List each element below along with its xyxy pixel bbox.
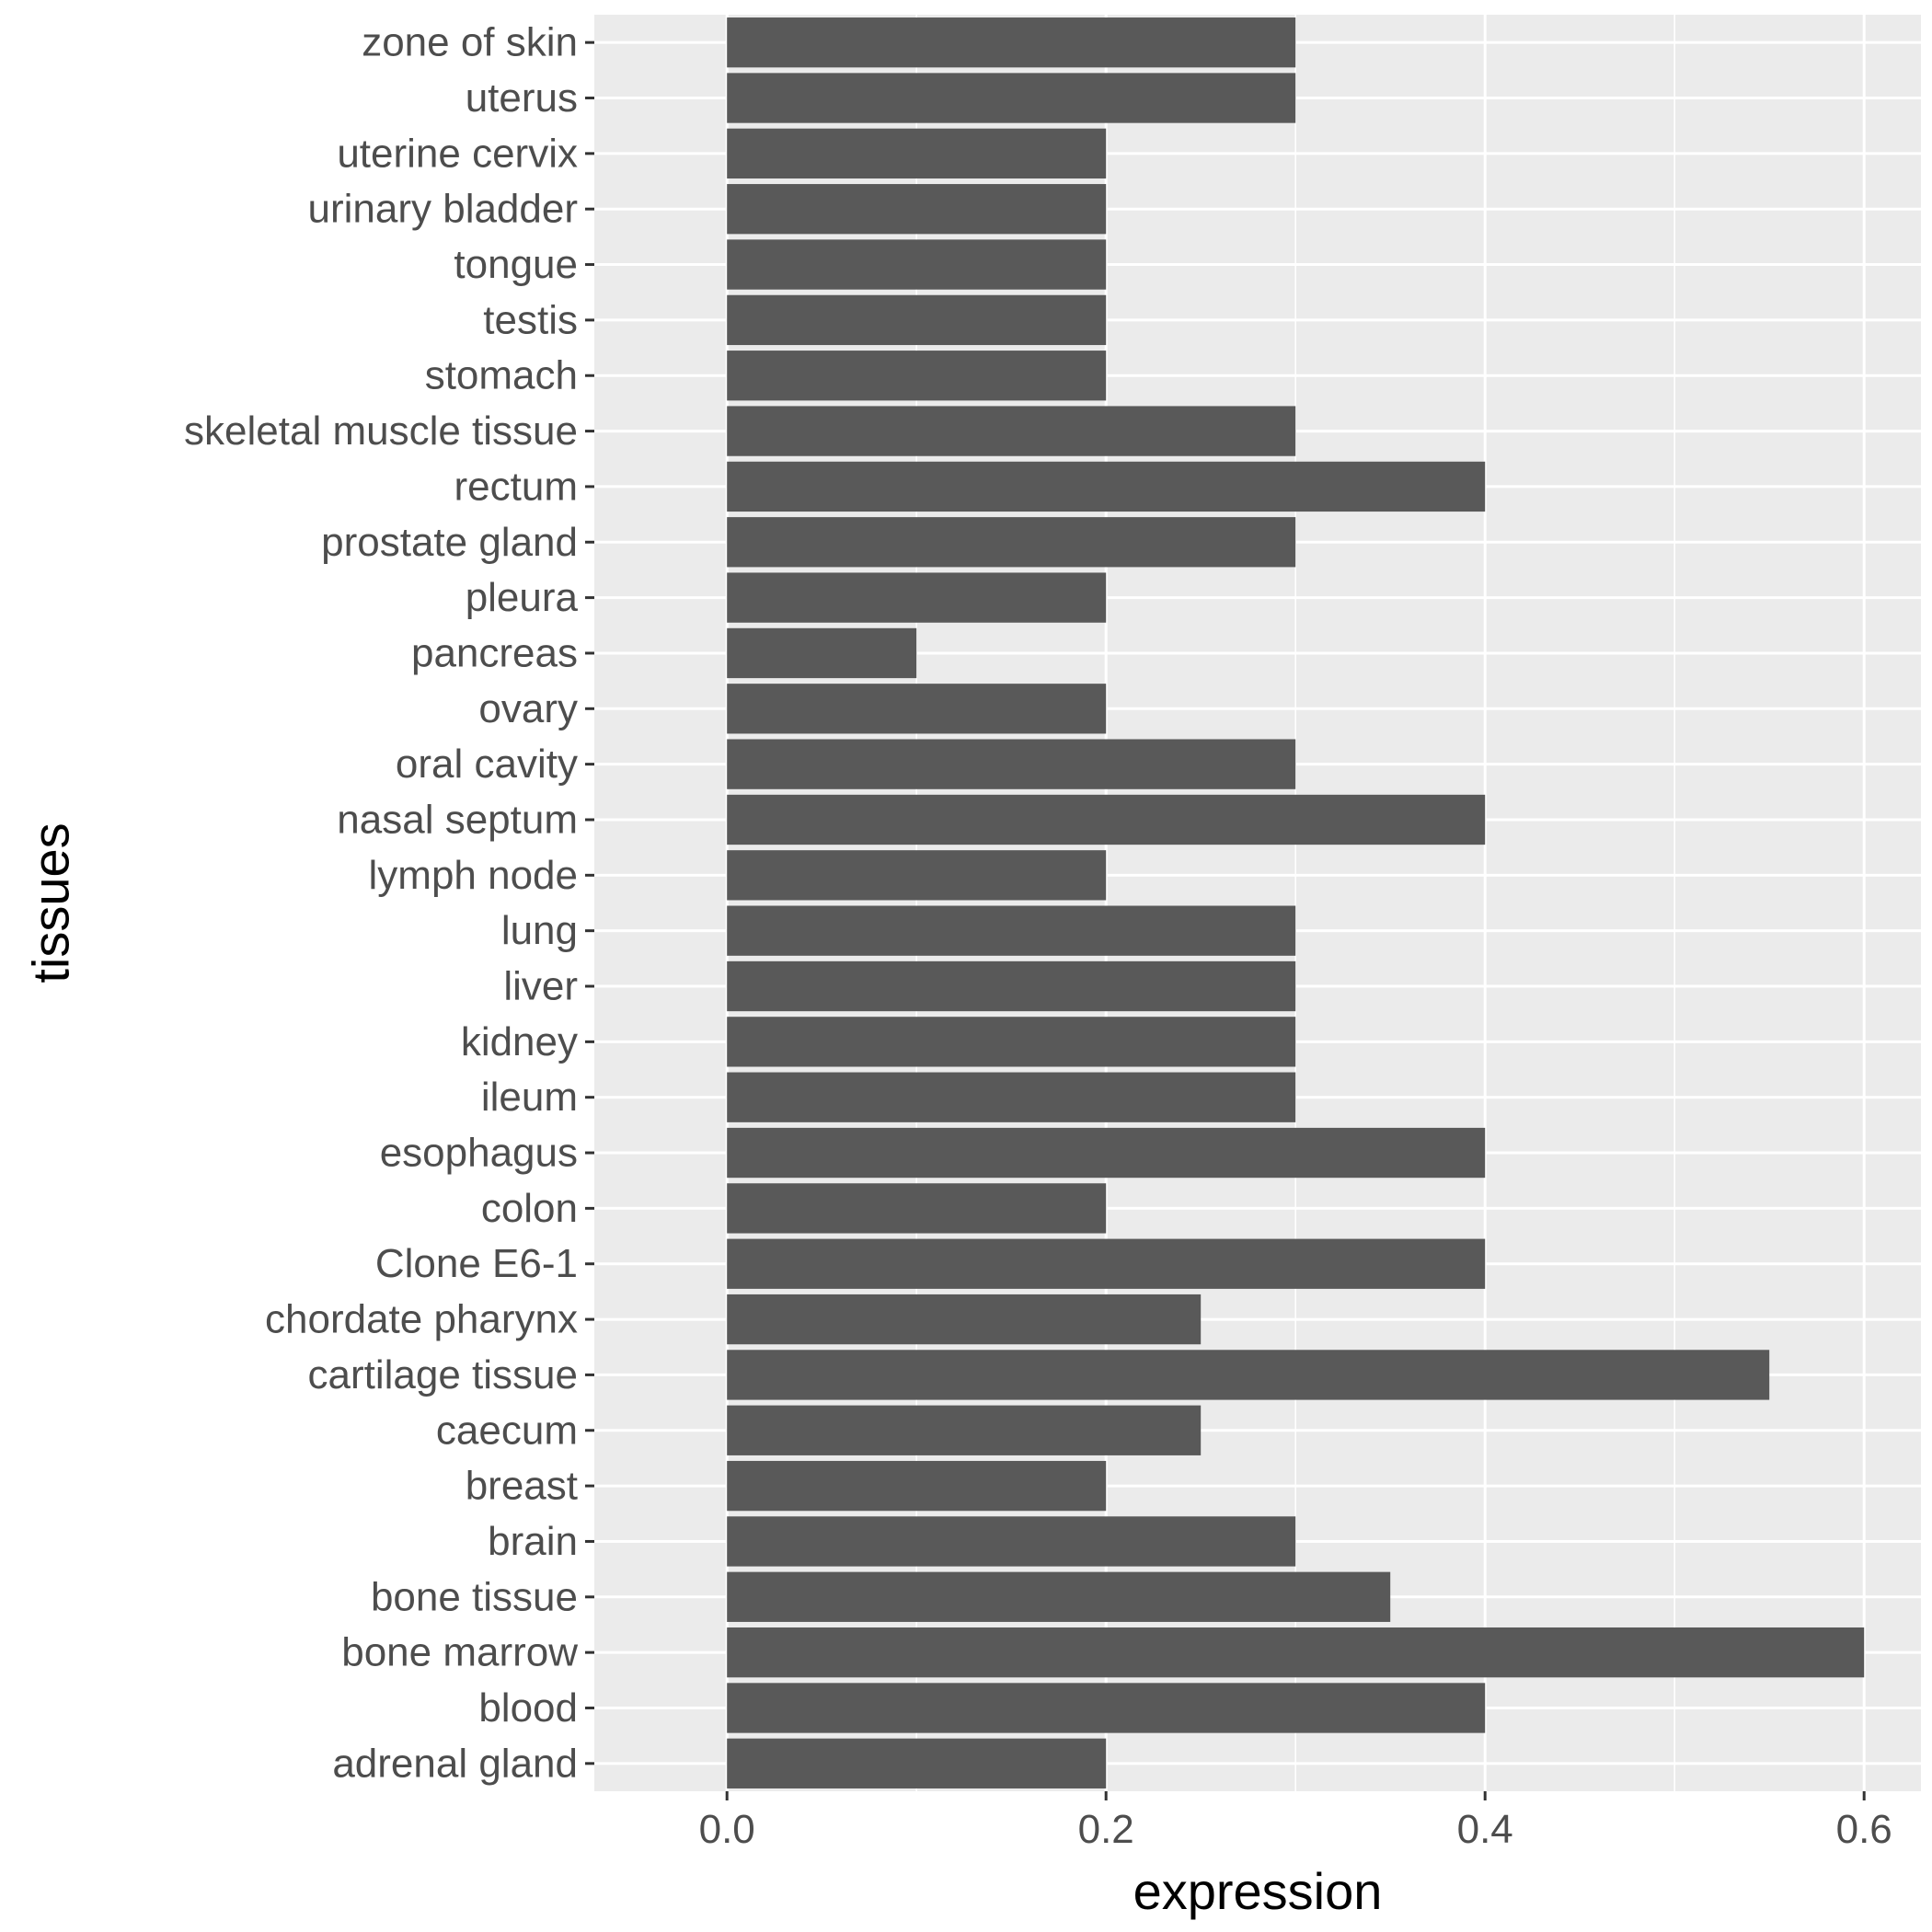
- y-tick-label: skeletal muscle tissue: [184, 408, 578, 454]
- bar-urinary-bladder: [727, 184, 1107, 235]
- y-tick-label: zone of skin: [362, 20, 578, 65]
- bar-uterus: [727, 73, 1296, 123]
- bar-rectum: [727, 461, 1486, 512]
- bar-chordate-pharynx: [727, 1294, 1202, 1345]
- bar-tongue: [727, 239, 1107, 290]
- bar-colon: [727, 1183, 1107, 1234]
- y-tick-label: oral cavity: [396, 742, 578, 787]
- bar-ileum: [727, 1072, 1296, 1122]
- bar-liver: [727, 960, 1296, 1012]
- bar-skeletal-muscle-tissue: [727, 406, 1296, 456]
- bar-kidney: [727, 1017, 1296, 1067]
- x-axis-title: expression: [1133, 1862, 1383, 1920]
- bar-lung: [727, 905, 1296, 956]
- bar-oral-cavity: [727, 739, 1296, 789]
- bar-pleura: [727, 572, 1107, 623]
- y-tick-label: pleura: [466, 575, 579, 620]
- bar-uterine-cervix: [727, 128, 1107, 179]
- y-axis-title: tissues: [22, 822, 80, 983]
- y-tick-label: chordate pharynx: [265, 1297, 578, 1342]
- x-tick-label: 0.0: [699, 1807, 755, 1852]
- bar-adrenal-gland: [727, 1738, 1107, 1788]
- bar-clone-e6-1: [727, 1238, 1486, 1289]
- y-tick-label: lymph node: [369, 853, 578, 898]
- x-axis-ticks: 0.0 0.2 0.4 0.6: [699, 1791, 1892, 1852]
- y-tick-label: liver: [503, 964, 578, 1009]
- x-tick-label: 0.2: [1078, 1807, 1134, 1852]
- y-tick-label: bone tissue: [371, 1574, 578, 1619]
- y-axis-ticks: adrenal gland blood bone marrow bone tissue…: [184, 20, 594, 1786]
- bar-lymph-node: [727, 850, 1107, 901]
- y-tick-label: uterus: [466, 75, 578, 121]
- y-tick-label: lung: [501, 908, 578, 953]
- y-tick-label: esophagus: [380, 1131, 578, 1176]
- bars: [727, 17, 1865, 1788]
- y-tick-label: uterine cervix: [337, 131, 578, 176]
- y-tick-label: breast: [466, 1464, 578, 1509]
- y-tick-label: pancreas: [411, 630, 578, 675]
- bar-ovary: [727, 684, 1107, 734]
- bar-bone-marrow: [727, 1627, 1865, 1678]
- bar-breast: [727, 1460, 1107, 1512]
- y-tick-label: urinary bladder: [308, 187, 579, 232]
- bar-zone-of-skin: [727, 17, 1296, 68]
- y-tick-label: testis: [483, 297, 578, 342]
- y-tick-label: ovary: [478, 686, 578, 731]
- y-tick-label: brain: [488, 1519, 578, 1564]
- y-tick-label: Clone E6-1: [375, 1241, 578, 1286]
- x-tick-label: 0.4: [1457, 1807, 1513, 1852]
- y-tick-label: blood: [478, 1685, 578, 1731]
- y-tick-label: kidney: [461, 1019, 578, 1064]
- bar-cartilage-tissue: [727, 1350, 1770, 1400]
- y-tick-label: rectum: [454, 464, 578, 509]
- y-tick-label: caecum: [436, 1408, 578, 1453]
- bar-esophagus: [727, 1127, 1486, 1179]
- y-tick-label: stomach: [425, 353, 578, 398]
- bar-blood: [727, 1683, 1486, 1733]
- y-tick-label: colon: [481, 1186, 578, 1231]
- bar-bone-tissue: [727, 1571, 1391, 1622]
- y-tick-label: nasal septum: [337, 797, 578, 842]
- bar-prostate-gland: [727, 517, 1296, 568]
- bar-testis: [727, 294, 1107, 346]
- y-tick-label: tongue: [454, 242, 578, 287]
- bar-caecum: [727, 1405, 1202, 1455]
- bar-stomach: [727, 351, 1107, 401]
- y-tick-label: adrenal gland: [332, 1741, 578, 1786]
- y-tick-label: bone marrow: [341, 1630, 578, 1675]
- bar-brain: [727, 1516, 1296, 1567]
- bar-nasal-septum: [727, 794, 1486, 845]
- y-tick-label: cartilage tissue: [308, 1352, 578, 1397]
- y-tick-label: ileum: [481, 1075, 578, 1120]
- y-tick-label: prostate gland: [321, 520, 578, 565]
- bar-pancreas: [727, 627, 917, 679]
- x-tick-label: 0.6: [1836, 1807, 1892, 1852]
